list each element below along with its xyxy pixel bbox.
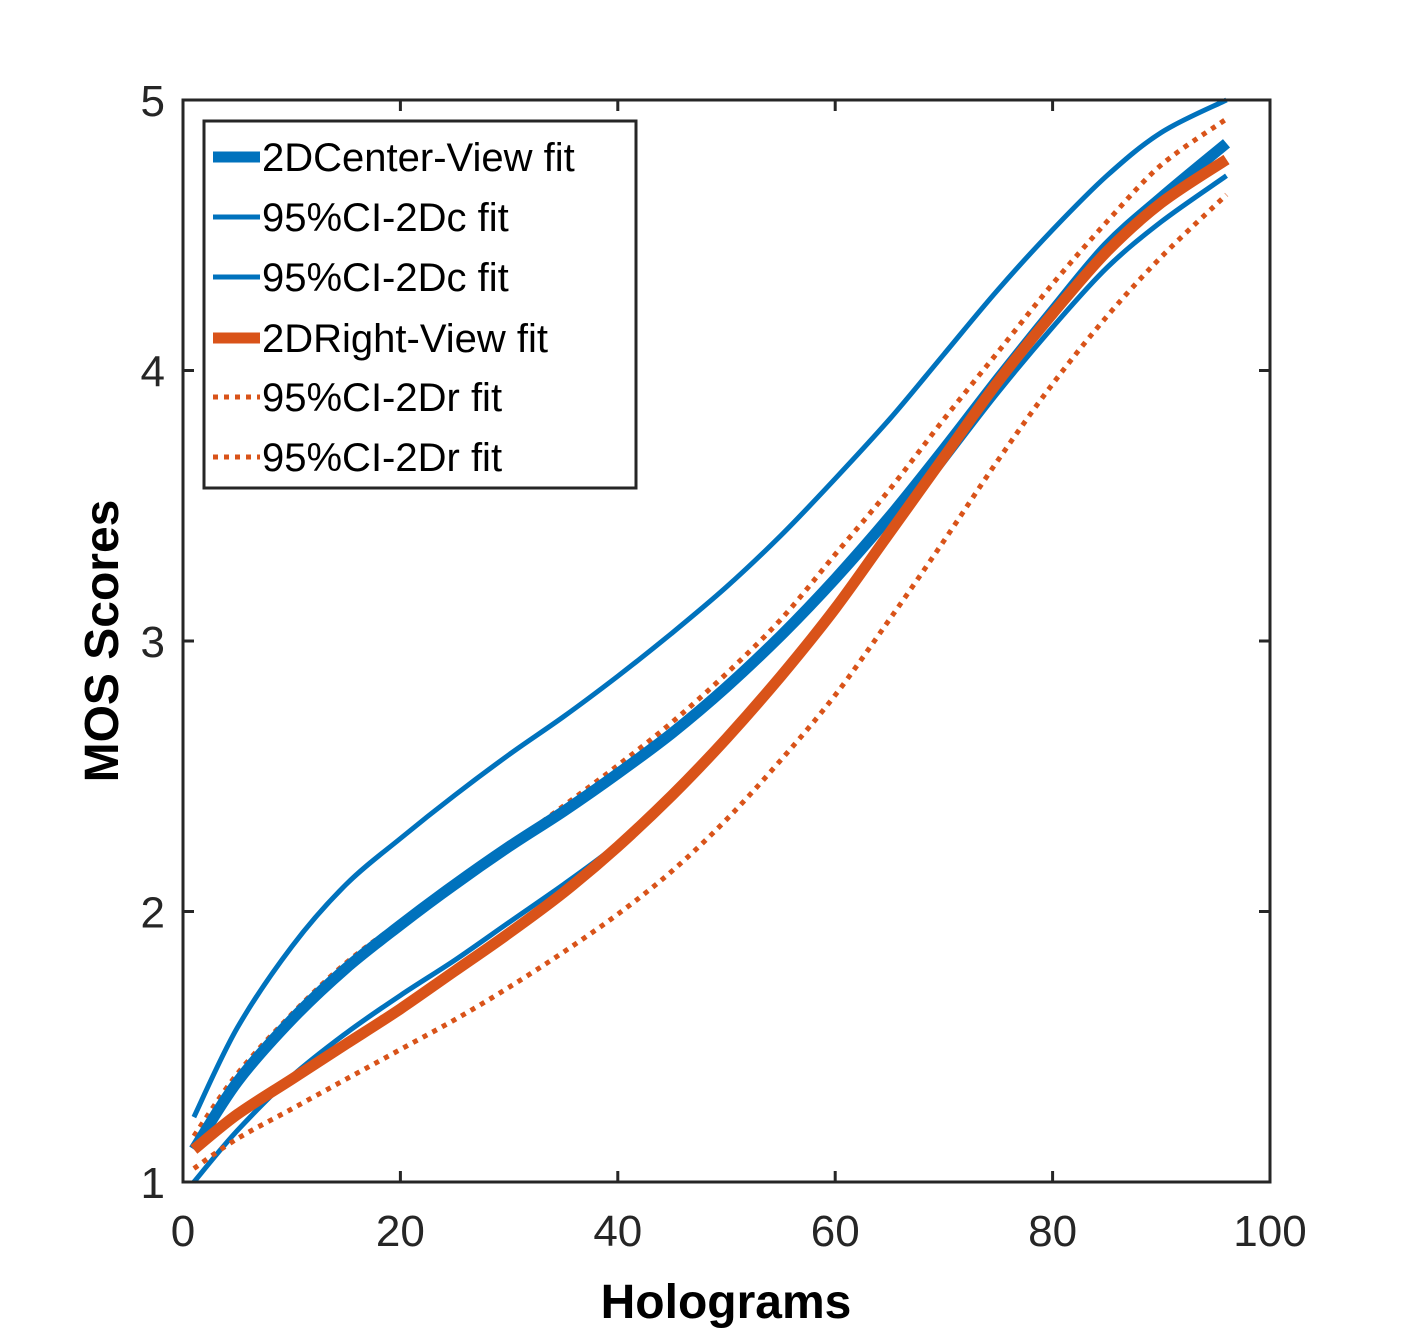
x-tick-label: 0: [171, 1207, 195, 1256]
y-tick-label: 2: [141, 889, 165, 938]
y-tick-label: 1: [141, 1159, 165, 1208]
plot-frame: [181, 98, 1272, 1184]
y-tick-label: 3: [141, 618, 165, 667]
legend-label-ci-2dc-lower: 95%CI-2Dc fit: [262, 256, 509, 300]
x-tick-label: 20: [376, 1207, 425, 1256]
legend-label-ci-2dc-upper: 95%CI-2Dc fit: [262, 196, 509, 240]
legend-label-ci-2dr-lower: 95%CI-2Dr fit: [262, 436, 502, 480]
y-tick-label: 5: [141, 77, 165, 126]
x-tick-label: 40: [593, 1207, 642, 1256]
x-axis-label: Holograms: [601, 1276, 852, 1329]
series-2dright-fit: [190, 154, 1230, 1154]
legend-label-ci-2dr-upper: 95%CI-2Dr fit: [262, 376, 502, 420]
legend-label-2dright-fit: 2DRight-View fit: [262, 317, 548, 361]
series-layer: [189, 97, 1231, 1184]
series-ci-2dc-upper: [191, 97, 1228, 1119]
ticks-layer: 0 20 40 60 80 100 1 2 3 4 5: [141, 77, 1307, 1256]
legend: 2DCenter-View fit 95%CI-2Dc fit 95%CI-2D…: [202, 119, 638, 490]
y-axis-label: MOS Scores: [76, 500, 129, 783]
x-tick-label: 60: [811, 1207, 860, 1256]
legend-box: [202, 119, 638, 490]
x-tick-label: 80: [1028, 1207, 1077, 1256]
legend-label-2dcenter-fit: 2DCenter-View fit: [262, 136, 575, 180]
series-ci-2dr-lower: [192, 192, 1229, 1171]
x-tick-label: 100: [1233, 1207, 1306, 1256]
y-tick-label: 4: [141, 348, 165, 397]
